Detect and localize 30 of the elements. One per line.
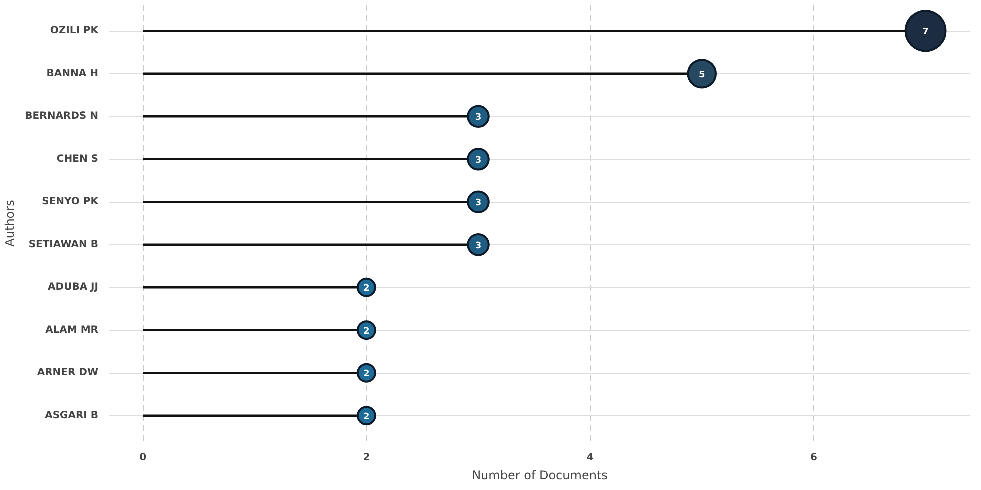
x-tick-label: 2 <box>363 452 370 464</box>
y-tick-label: ARNER DW <box>37 368 99 379</box>
data-label: 7 <box>922 28 929 38</box>
y-tick-label: SENYO PK <box>42 196 100 208</box>
x-tick-label: 6 <box>810 452 818 464</box>
point <box>467 234 490 256</box>
x-tick-label: 4 <box>586 452 594 464</box>
data-label: 3 <box>475 241 482 252</box>
data-label: 2 <box>364 370 370 380</box>
data-label: 5 <box>699 70 706 80</box>
y-tick-label: BERNARDS N <box>25 111 99 122</box>
data-label: 2 <box>364 284 370 294</box>
data-label: 3 <box>475 198 482 209</box>
y-tick-label: OZILI PK <box>50 26 100 37</box>
y-tick-label: CHEN S <box>56 154 98 165</box>
x-axis-title: Number of Documents <box>472 468 608 482</box>
point <box>467 148 490 171</box>
y-tick-label: ADUBA JJ <box>48 282 99 294</box>
y-tick-label: BANNA H <box>46 68 99 80</box>
y-tick-label: ALAM MR <box>46 324 99 336</box>
y-axis-title: Authors <box>3 200 18 247</box>
y-tick-label: ASGARI B <box>45 410 99 422</box>
point <box>467 105 490 128</box>
data-label: 2 <box>364 412 370 422</box>
point <box>467 190 490 214</box>
data-label: 3 <box>475 113 482 124</box>
data-label: 2 <box>364 326 370 337</box>
data-label: 3 <box>475 156 482 166</box>
x-tick-label: 0 <box>140 452 147 464</box>
y-tick-label: SETIAWAN B <box>28 239 99 250</box>
